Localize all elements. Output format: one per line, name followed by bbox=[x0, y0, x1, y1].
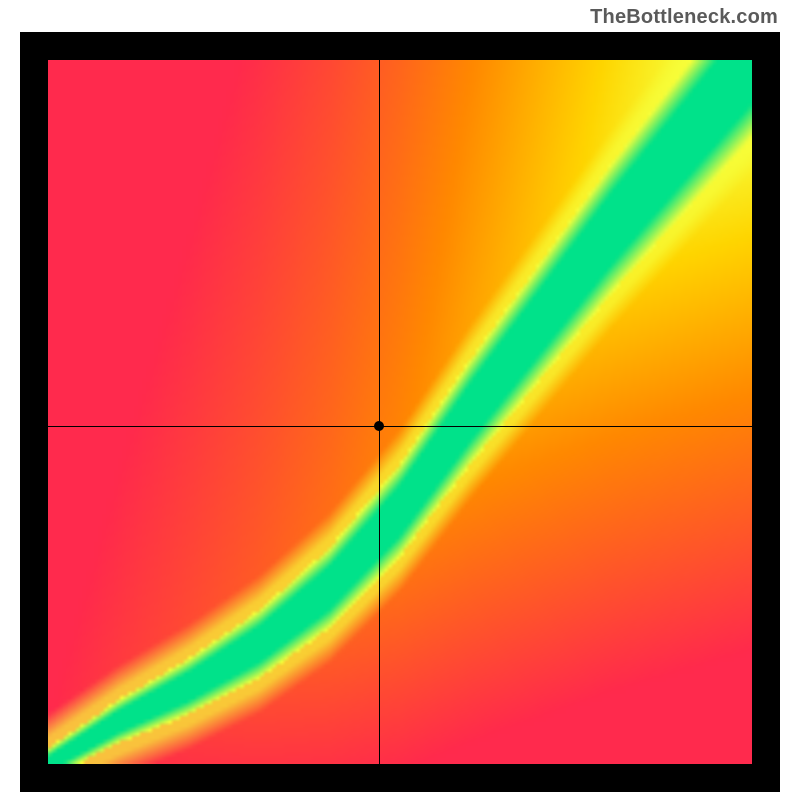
attribution-text: TheBottleneck.com bbox=[590, 6, 778, 29]
crosshair-vertical bbox=[379, 60, 380, 764]
crosshair-horizontal bbox=[48, 426, 752, 427]
heatmap-canvas bbox=[48, 60, 752, 764]
crosshair-marker bbox=[374, 421, 384, 431]
chart-container: TheBottleneck.com bbox=[0, 0, 800, 800]
plot-area bbox=[48, 60, 752, 764]
